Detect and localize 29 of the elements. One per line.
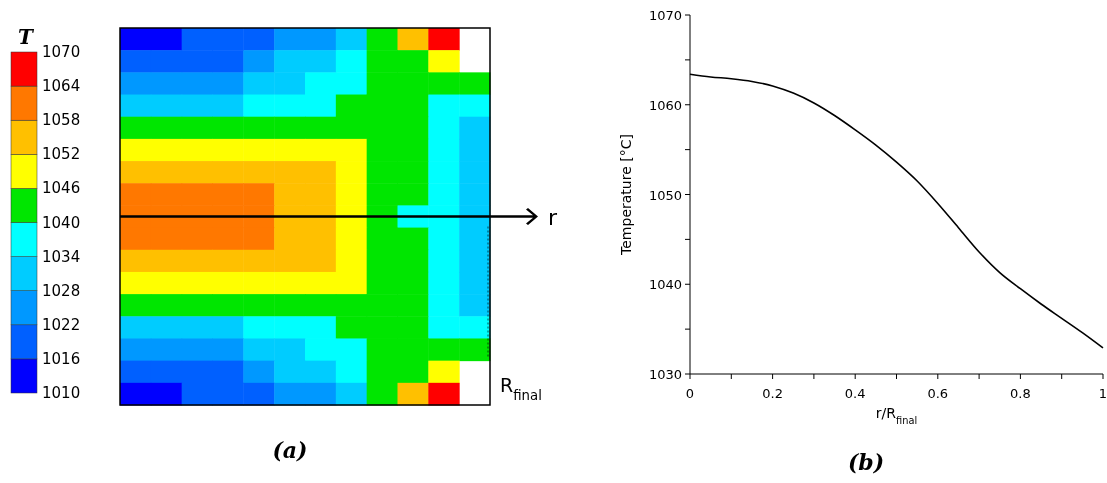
text: R$_{final}$ [500,374,542,403]
y-axis-title: Temperature [°C] [618,134,634,256]
color-bar-label: 1070 [42,43,81,61]
x-tick-label: 0.2 [762,386,783,401]
color-bar-label: 1028 [42,281,81,300]
x-axis-title: r/R$_{final}$ [875,405,918,426]
x-tick-label: 0.4 [844,386,866,401]
y-tick-label: 1060 [648,97,682,113]
color-bar-label: 1022 [42,315,81,334]
color-bar-label: 1058 [42,111,81,130]
color-bar-title: T [18,25,35,49]
text: r [548,204,558,230]
text: (b) [847,449,885,475]
y-tick-label: 1070 [648,8,682,23]
color-bar-label: 1010 [42,384,81,402]
color-bar-label: 1046 [42,179,81,198]
x-tick-label: 0 [685,386,695,401]
color-bar-label: 1040 [42,213,81,232]
y-tick-label: 1030 [648,367,682,382]
color-bar-label: 1064 [42,77,81,96]
x-tick-label: 0.8 [1010,386,1031,401]
x-tick-label: 0.6 [927,386,949,401]
color-bar-label: 1016 [42,349,81,368]
color-bar-label: 1052 [42,145,81,164]
x-tick-label: 1 [1098,386,1107,401]
y-tick-label: 1040 [648,277,682,293]
color-bar-label: 1034 [42,247,81,266]
text: (a) [272,437,308,463]
y-tick-label: 1050 [648,187,682,203]
